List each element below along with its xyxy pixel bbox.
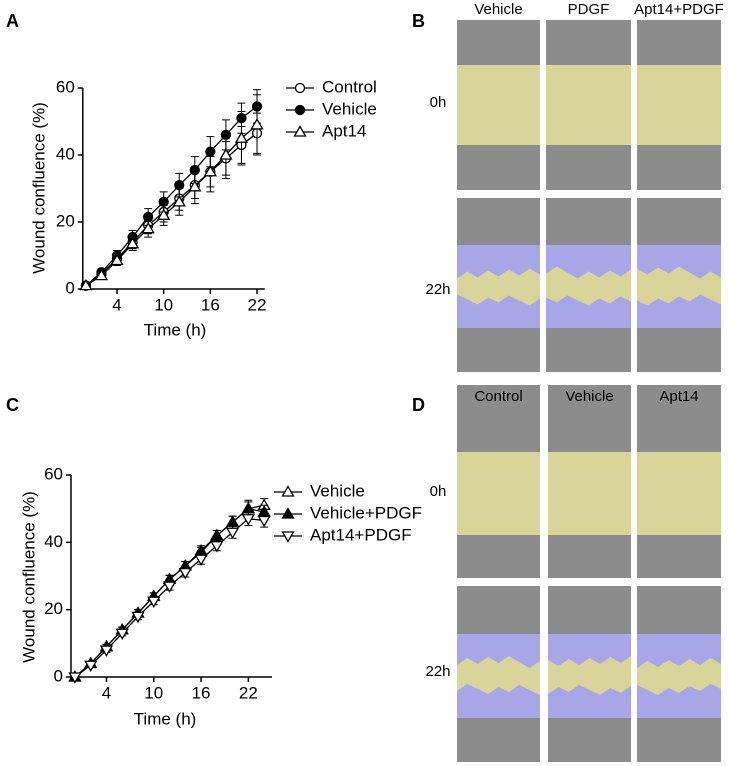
marker [115, 628, 129, 641]
micrographs [457, 20, 721, 762]
legend-marker [293, 125, 307, 137]
marker [162, 581, 177, 593]
x-tick-label: 10 [154, 295, 173, 314]
series-line [85, 105, 258, 287]
legend-marker [281, 485, 295, 497]
y-tick-label: 0 [65, 278, 74, 297]
legend-label: Vehicle [322, 99, 377, 118]
marker [234, 131, 249, 143]
marker [210, 528, 224, 541]
panel-letter: B [412, 11, 425, 31]
marker [131, 611, 145, 624]
wound-area [637, 65, 721, 145]
column-label: Vehicle [474, 1, 522, 18]
legend-label: Vehicle [310, 481, 365, 500]
wound-area [637, 266, 721, 306]
column-label: Apt14+PDGF [634, 1, 724, 18]
marker [141, 221, 155, 234]
wound-area [546, 65, 631, 145]
wound-area [546, 266, 631, 306]
wound-area [548, 656, 631, 695]
row-label: 22h [425, 663, 450, 680]
legend-label: Vehicle+PDGF [310, 503, 422, 522]
marker [172, 195, 186, 207]
marker [157, 208, 171, 220]
y-tick-label: 20 [44, 599, 63, 618]
x-tick-label: 16 [201, 295, 220, 314]
marker [125, 236, 140, 249]
legend-marker [294, 82, 306, 94]
marker [219, 148, 233, 160]
x-tick-label: 22 [239, 683, 258, 702]
y-tick-label: 60 [56, 77, 75, 96]
y-tick-label: 20 [56, 211, 75, 230]
marker [250, 118, 264, 130]
y-tick-label: 60 [44, 464, 63, 483]
marker [225, 527, 240, 540]
wound-area [637, 658, 721, 695]
column-label: PDGF [568, 1, 610, 18]
wound-area [637, 452, 721, 535]
x-tick-label: 22 [248, 295, 267, 314]
legend-marker [281, 507, 295, 519]
panel-letter: A [6, 11, 19, 31]
series-line [74, 518, 265, 678]
marker [94, 268, 109, 281]
marker [194, 554, 208, 566]
column-label: Vehicle [565, 388, 613, 405]
marker [147, 596, 161, 609]
marker [241, 514, 255, 526]
legend-label: Apt14 [322, 121, 366, 140]
y-axis-label: Wound confluence (%) [29, 102, 48, 274]
wound-area [548, 452, 631, 535]
x-tick-label: 10 [144, 683, 163, 702]
x-tick-label: 4 [102, 683, 111, 702]
column-label: Apt14 [659, 388, 698, 405]
y-axis-label: Wound confluence (%) [19, 491, 38, 663]
x-tick-label: 4 [112, 295, 121, 314]
x-axis-label: Time (h) [144, 320, 207, 339]
y-tick-label: 0 [54, 666, 63, 685]
marker [99, 645, 114, 657]
wound-area [457, 268, 540, 306]
marker [203, 164, 217, 177]
marker [79, 278, 93, 291]
panel-letter: C [6, 395, 19, 415]
legend-label: Apt14+PDGF [310, 525, 412, 544]
marker [188, 180, 202, 192]
legend-label: Control [322, 77, 377, 96]
marker [68, 672, 82, 684]
x-axis-label: Time (h) [134, 709, 197, 728]
row-label: 0h [430, 483, 447, 500]
wound-area [457, 65, 540, 145]
marker [257, 515, 271, 528]
wound-area [457, 452, 540, 535]
wound-area [457, 656, 540, 695]
panel-letter: D [412, 395, 425, 415]
marker [210, 541, 224, 553]
legend-marker [281, 531, 295, 543]
marker [178, 567, 192, 580]
marker [84, 660, 98, 673]
x-tick-label: 16 [192, 683, 211, 702]
marker [110, 253, 124, 266]
y-tick-label: 40 [44, 532, 63, 551]
column-label: Control [474, 388, 522, 405]
row-label: 0h [430, 94, 447, 111]
y-tick-label: 40 [56, 144, 75, 163]
legend-marker [294, 104, 306, 116]
row-label: 22h [425, 281, 450, 298]
